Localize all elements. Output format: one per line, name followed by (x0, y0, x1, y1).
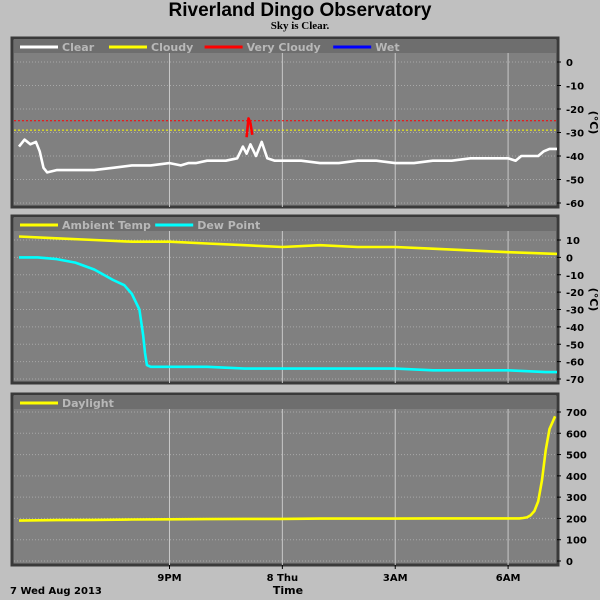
series-line-ambient-temp (18, 235, 558, 256)
y-axis-label: (°C) (587, 111, 600, 135)
y-tick-label: -70 (566, 375, 584, 386)
x-date-label: 7 Wed Aug 2013 (10, 586, 102, 597)
y-tick-label: 500 (566, 451, 587, 462)
y-tick-label: 0 (566, 253, 573, 264)
plot-area (10, 392, 560, 567)
y-tick-label: 600 (566, 429, 587, 440)
y-tick-label: -10 (566, 82, 584, 93)
series-line-daylight (18, 415, 557, 522)
x-tick-label: 9PM (157, 573, 181, 584)
legend-label: Clear (62, 41, 95, 54)
y-tick-label: 10 (566, 236, 580, 247)
legend-label: Cloudy (151, 41, 193, 54)
y-tick-label: -30 (566, 129, 584, 140)
y-tick-label: -60 (566, 199, 584, 210)
legend-strip (14, 217, 556, 231)
legend-label: Dew Point (197, 219, 260, 232)
plot-area (10, 214, 560, 385)
page-title: Riverland Dingo Observatory (168, 0, 432, 21)
y-tick-label: -20 (566, 105, 584, 116)
sky-status: Sky is Clear. (270, 20, 330, 32)
series-line-very-cloudy (245, 117, 254, 138)
y-tick-label: -10 (566, 271, 584, 282)
series-line-dew-point (19, 256, 557, 374)
y-tick-label: 700 (566, 408, 587, 419)
y-tick-label: -50 (566, 176, 584, 187)
plot-area (10, 36, 560, 209)
series-line-clear (17, 138, 557, 174)
y-tick-label: -20 (566, 288, 584, 299)
legend-label: Daylight (62, 397, 114, 410)
legend-label: Very Cloudy (247, 41, 321, 54)
y-tick-label: 0 (566, 58, 573, 69)
y-tick-label: -30 (566, 306, 584, 317)
legend-strip (14, 395, 556, 409)
chart-panel-3: 700 600 500 400 300 200 100 0 Daylight (10, 392, 587, 568)
y-tick-label: 400 (566, 472, 587, 483)
chart-panel-1: 0 -10 -20 -30 -40 -50 -60 (°C) Clear Cloudy Very C… (10, 36, 600, 210)
y-tick-label: 0 (566, 557, 573, 568)
x-tick-label: 3AM (383, 573, 408, 584)
y-axis-label: (°C) (587, 288, 600, 312)
y-tick-label: 200 (566, 514, 587, 525)
y-tick-label: -50 (566, 340, 584, 351)
legend-label: Ambient Temp (62, 219, 151, 232)
x-tick-label: 8 Thu (267, 573, 299, 584)
y-tick-label: -40 (566, 323, 584, 334)
chart-panel-2: 10 0 -10 -20 -30 -40 -50 -60 -70 (°C) Ambient Temp… (10, 214, 600, 386)
legend-label: Wet (375, 41, 399, 54)
y-tick-label: 100 (566, 536, 587, 547)
y-tick-label: 300 (566, 493, 587, 504)
x-axis-label: Time (273, 584, 303, 597)
y-tick-label: -40 (566, 152, 584, 163)
y-tick-label: -60 (566, 358, 584, 369)
x-tick-label: 6AM (496, 573, 521, 584)
legend-strip (14, 39, 556, 53)
